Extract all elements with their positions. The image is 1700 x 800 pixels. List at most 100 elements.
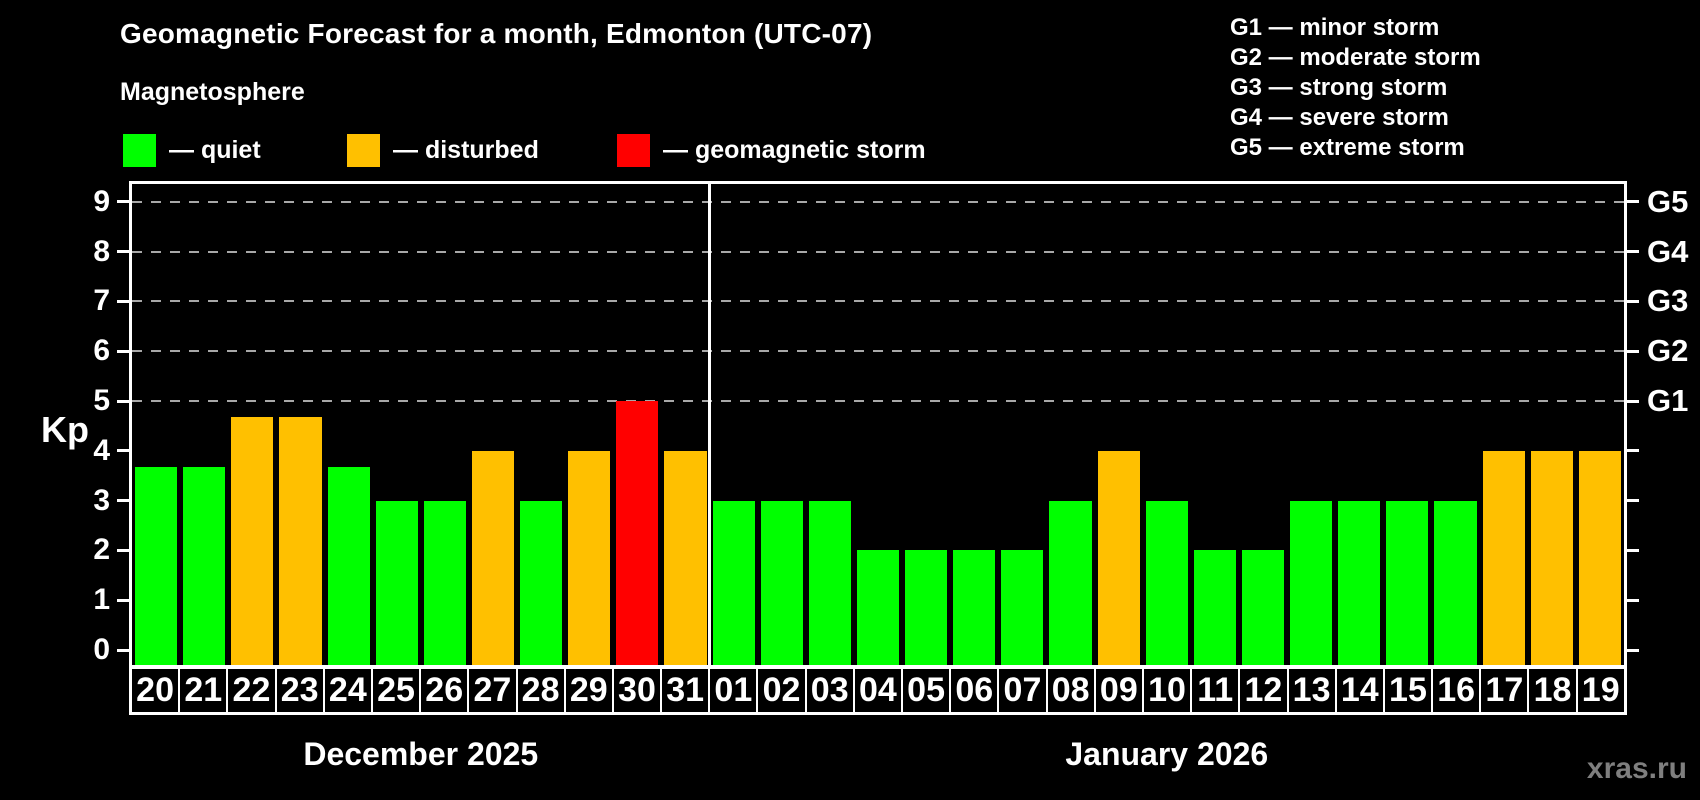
- y-tick-left-9: [117, 200, 129, 204]
- y-tick-left-8: [117, 250, 129, 254]
- g-legend-line-g4: G4 — severe storm: [1230, 104, 1449, 131]
- kp-bar-day-18: [1530, 450, 1573, 668]
- quiet-color-swatch: [123, 133, 156, 167]
- day-label-05: 05: [903, 669, 952, 712]
- g-axis-label-g3: G3: [1647, 283, 1689, 319]
- day-label-12: 12: [1240, 669, 1289, 712]
- y-tick-left-5: [117, 399, 129, 403]
- y-tick-right-7: [1627, 299, 1639, 303]
- g-legend-line-g3: G3 — strong storm: [1230, 74, 1448, 101]
- day-label-15: 15: [1384, 669, 1434, 712]
- day-label-26: 26: [421, 669, 470, 712]
- day-axis-strip: 20 21 22 23 24 25 26 27 28 29 30 31 01 02 03 04 05 06 07 08…: [129, 666, 1627, 715]
- kp-bar-day-10: [1145, 500, 1188, 668]
- g-scale-legend: G1 — minor storm G2 — moderate storm G3 …: [1230, 13, 1481, 163]
- y-tick-label-2: 2: [93, 533, 110, 567]
- legend-label-quiet: — quiet: [169, 135, 261, 164]
- y-tick-left-0: [117, 648, 129, 652]
- day-label-27: 27: [469, 669, 518, 712]
- kp-bar-day-24: [327, 467, 370, 668]
- day-label-13: 13: [1288, 669, 1337, 712]
- day-label-31: 31: [662, 669, 711, 712]
- g-axis-label-g4: G4: [1647, 233, 1689, 269]
- y-tick-label-9: 9: [93, 184, 110, 218]
- kp-bar-day-14: [1338, 500, 1381, 668]
- kp-bar-day-11: [1193, 550, 1236, 668]
- day-label-14: 14: [1336, 669, 1385, 712]
- gridline-kp5: [132, 400, 1624, 402]
- y-tick-left-7: [117, 299, 129, 303]
- day-label-19: 19: [1577, 669, 1624, 712]
- day-label-25: 25: [372, 669, 422, 712]
- kp-bar-day-31: [664, 450, 707, 668]
- gridline-kp8: [132, 250, 1624, 253]
- y-tick-label-1: 1: [93, 583, 110, 617]
- day-label-08: 08: [1047, 669, 1096, 712]
- storm-color-swatch: [617, 133, 650, 167]
- y-tick-right-4: [1627, 449, 1639, 453]
- day-label-18: 18: [1529, 669, 1578, 712]
- kp-bar-day-13: [1290, 500, 1333, 668]
- month-label-december: December 2025: [303, 736, 539, 772]
- day-label-07: 07: [999, 669, 1048, 712]
- day-label-24: 24: [324, 669, 373, 712]
- kp-bar-day-20: [135, 467, 178, 668]
- y-tick-label-7: 7: [93, 284, 110, 318]
- day-label-22: 22: [228, 669, 277, 712]
- kp-bar-day-19: [1578, 450, 1621, 668]
- gridline-kp9: [132, 200, 1624, 203]
- y-tick-left-1: [117, 598, 129, 602]
- kp-bar-day-17: [1482, 450, 1525, 668]
- day-label-02: 02: [758, 669, 807, 712]
- y-tick-left-2: [117, 548, 129, 552]
- day-label-23: 23: [276, 669, 325, 712]
- kp-bar-day-12: [1241, 550, 1285, 668]
- day-label-09: 09: [1095, 669, 1144, 712]
- g-axis-label-g2: G2: [1647, 333, 1689, 369]
- g-axis-label-g5: G5: [1647, 183, 1689, 219]
- day-label-29: 29: [565, 669, 614, 712]
- y-tick-label-5: 5: [93, 384, 110, 417]
- legend-item-storm: — geomagnetic storm: [617, 131, 926, 169]
- g-axis-label-g1: G1: [1647, 383, 1689, 418]
- gridline-kp6: [132, 350, 1624, 353]
- y-tick-label-6: 6: [93, 334, 110, 368]
- page-title: Geomagnetic Forecast for a month, Edmont…: [120, 18, 873, 49]
- day-label-06: 06: [951, 669, 1000, 712]
- day-label-01: 01: [710, 669, 759, 712]
- kp-bar-day-21: [183, 467, 226, 668]
- kp-bar-day-05: [905, 550, 948, 668]
- kp-bar-day-15: [1386, 500, 1429, 668]
- kp-bar-day-30: [616, 401, 659, 668]
- day-label-16: 16: [1433, 669, 1482, 712]
- kp-bar-day-03: [808, 500, 851, 668]
- kp-bar-day-02: [760, 500, 803, 668]
- day-label-20: 20: [132, 669, 181, 712]
- kp-bar-day-22: [231, 417, 274, 668]
- y-tick-left-4: [117, 449, 129, 453]
- y-tick-left-3: [117, 499, 129, 503]
- kp-bar-day-25: [375, 500, 418, 668]
- y-tick-right-0: [1627, 648, 1639, 652]
- plot-frame: [129, 181, 1627, 668]
- g-legend-line-g2: G2 — moderate storm: [1230, 44, 1481, 71]
- y-tick-left-6: [117, 349, 129, 353]
- subtitle-magnetosphere: Magnetosphere: [120, 78, 305, 106]
- day-label-10: 10: [1143, 669, 1193, 712]
- day-label-11: 11: [1192, 669, 1241, 712]
- legend-item-quiet: — quiet: [123, 131, 261, 169]
- gridline-kp7: [132, 300, 1624, 303]
- legend-label-disturbed: — disturbed: [393, 135, 539, 164]
- g-legend-line-g1: G1 — minor storm: [1230, 14, 1440, 41]
- g-legend-line-g5: G5 — extreme storm: [1230, 134, 1465, 161]
- kp-bar-day-27: [471, 450, 515, 668]
- y-tick-right-6: [1627, 349, 1639, 353]
- y-tick-right-3: [1627, 499, 1639, 503]
- kp-bar-day-08: [1049, 500, 1092, 668]
- kp-axis-title: Kp: [41, 409, 89, 450]
- day-label-03: 03: [806, 669, 855, 712]
- disturbed-color-swatch: [347, 133, 380, 167]
- kp-bar-day-04: [856, 550, 900, 668]
- legend-label-storm: — geomagnetic storm: [663, 135, 926, 164]
